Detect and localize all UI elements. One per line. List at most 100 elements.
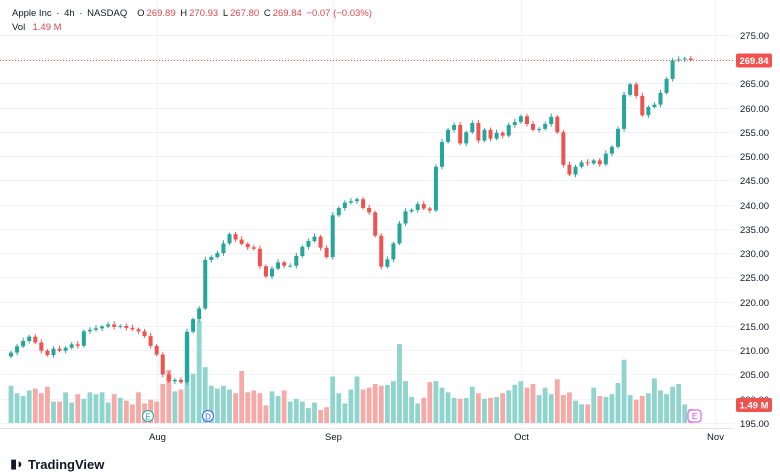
symbol-name[interactable]: Apple Inc [12, 8, 52, 19]
volume-bar [682, 404, 688, 423]
high-value: 270.93 [189, 8, 219, 19]
earnings-marker-2[interactable]: E [687, 409, 702, 423]
candle-body [567, 164, 572, 175]
candle-body [439, 141, 444, 167]
candle-body [294, 256, 299, 266]
candle-body [518, 116, 523, 123]
candle-body [634, 84, 639, 96]
volume-bar [518, 381, 524, 423]
volume-bar [585, 404, 591, 423]
candle-body [524, 116, 529, 125]
volume-bar [214, 388, 220, 423]
volume-bar [130, 404, 135, 423]
candle-body [263, 266, 268, 277]
dividend-marker[interactable]: D [202, 410, 214, 422]
candle-body [403, 211, 408, 224]
y-tick-label: 195.00 [740, 419, 769, 430]
candle-body [21, 340, 26, 347]
chart-legend: Apple Inc · 4h · NASDAQ O 269.89 H 270.93 … [12, 7, 374, 35]
volume-bar [506, 390, 512, 423]
volume-bar [14, 393, 20, 423]
volume-bar [603, 396, 609, 423]
y-tick-label: 265.00 [740, 79, 769, 90]
candle-body [658, 92, 663, 105]
volume-bar [633, 399, 639, 423]
volume-bar [63, 392, 69, 423]
volume-bar [299, 401, 305, 423]
earnings-marker-2-label: E [692, 412, 697, 421]
open-value: 269.89 [146, 8, 176, 19]
volume-bar [457, 398, 463, 423]
candle-body [573, 166, 578, 175]
volume-bar [548, 394, 554, 423]
volume-value: 1.49 M [32, 22, 62, 33]
volume-bar [567, 392, 572, 423]
candle-body [622, 94, 627, 129]
candle-body [81, 331, 86, 346]
volume-bar [573, 400, 578, 423]
y-tick-label: 250.00 [740, 152, 769, 163]
volume-bar [136, 392, 141, 423]
volume-bars [8, 320, 694, 423]
volume-bar [676, 383, 682, 423]
volume-bar [38, 393, 44, 423]
volume-bar [269, 391, 275, 423]
interval[interactable]: 4h [64, 8, 75, 19]
candle-body [124, 325, 129, 328]
candle-body [342, 202, 347, 208]
candle-body [330, 215, 335, 258]
candle-body [106, 324, 111, 327]
volume-bar [378, 385, 384, 423]
volume-bar [190, 373, 196, 423]
candle-body [597, 160, 602, 165]
candle-body [191, 319, 196, 332]
candle-body [100, 326, 105, 329]
candle-body [336, 207, 341, 216]
candle-body [245, 243, 250, 248]
volume-bar [463, 397, 469, 423]
volume-bar [8, 385, 14, 423]
tradingview-logo[interactable]: ▮◗ TradingView [10, 456, 104, 472]
volume-bar [105, 402, 111, 423]
candle-body [682, 58, 687, 60]
low-label: L [222, 8, 229, 19]
candle-body [676, 59, 681, 61]
volume-bar [293, 398, 299, 423]
y-tick-label: 230.00 [740, 249, 769, 260]
volume-bar [372, 383, 378, 423]
earnings-marker-1[interactable]: E [142, 410, 154, 422]
candle-body [361, 199, 366, 208]
volume-badge-text: 1.49 M [739, 401, 768, 412]
volume-bar [670, 386, 676, 423]
legend-ohlc-row: Apple Inc · 4h · NASDAQ O 269.89 H 270.93 … [12, 7, 374, 21]
candle-body [318, 236, 323, 248]
candle-body [616, 128, 620, 147]
volume-bar [609, 394, 615, 423]
volume-bar [409, 396, 415, 423]
candle-body [87, 329, 92, 332]
volume-bar [652, 378, 657, 423]
y-tick-label: 210.00 [740, 346, 769, 357]
y-tick-label: 225.00 [740, 273, 769, 284]
volume-bar [111, 394, 117, 423]
candle-body [464, 132, 469, 144]
volume-bar [658, 390, 663, 423]
candle-body [197, 308, 202, 320]
candle-body [306, 240, 311, 247]
candle-body [482, 129, 487, 141]
candle-body [670, 60, 675, 79]
volume-bar [51, 401, 56, 423]
x-tick-label: Nov [707, 432, 724, 443]
volume-bar [542, 387, 548, 423]
candle-body [148, 336, 153, 346]
candle-body [543, 124, 548, 129]
volume-bar [560, 395, 566, 423]
candle-body [15, 346, 20, 353]
candle-body [603, 153, 608, 165]
candle-body [652, 104, 657, 108]
volume-bar [32, 388, 38, 423]
time-axis[interactable]: Aug Sep Oct Nov [149, 432, 724, 443]
volume-bar [281, 390, 287, 423]
tradingview-logo-icon: ▮◗ [10, 456, 24, 471]
